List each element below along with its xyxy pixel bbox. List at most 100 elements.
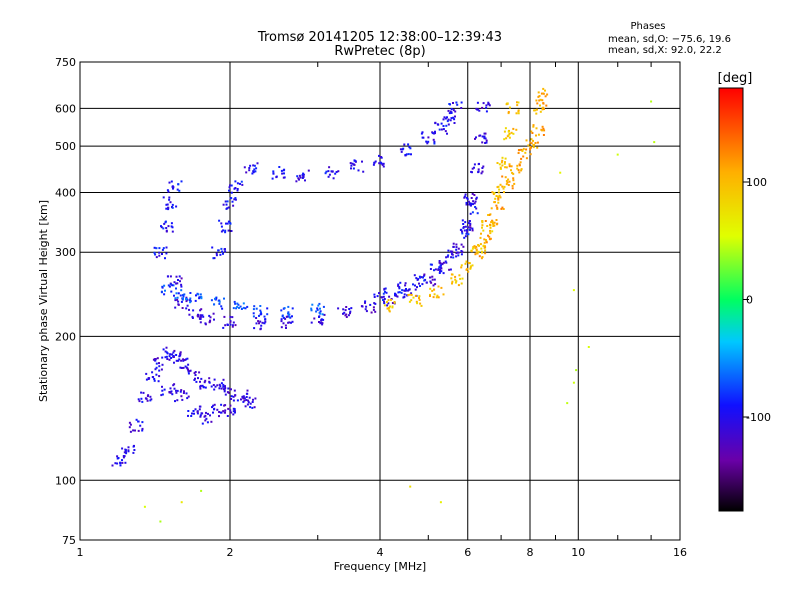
data-point [475,107,478,110]
data-point [469,202,472,205]
data-point [502,187,505,190]
data-point [440,122,443,125]
data-point [209,414,211,417]
data-point [218,219,221,222]
data-point [511,187,514,190]
data-point [461,219,464,222]
data-point [287,311,290,314]
data-point [321,323,324,326]
data-point [444,130,447,133]
data-point [450,277,453,280]
data-point [307,169,310,172]
data-point [302,173,305,176]
data-point [337,307,340,310]
data-point [225,222,227,225]
data-point [483,238,486,241]
data-point [397,283,400,286]
x-tick-label: 2 [227,546,234,559]
data-point [420,132,423,135]
data-point [536,102,539,105]
data-point [253,327,256,330]
data-point [222,326,225,329]
data-point [224,393,227,396]
data-point [650,100,653,103]
data-point [433,132,435,135]
data-point [165,351,168,354]
data-point [457,247,460,250]
data-point [282,316,285,319]
data-point [350,167,352,170]
data-point [481,226,483,229]
data-point [141,421,144,424]
data-point [121,459,123,462]
data-point [170,357,173,359]
data-point [410,153,412,156]
data-point [471,264,474,267]
data-point [240,180,243,183]
x-tick-label: 1 [77,546,84,559]
data-point [227,229,230,232]
data-point [545,104,548,107]
data-point [220,230,223,233]
data-point [158,251,161,254]
data-point [316,308,319,311]
data-point [215,297,218,300]
data-point [475,245,478,248]
data-point [243,399,246,402]
data-point [135,418,138,421]
data-point [470,170,473,173]
data-point [195,380,198,383]
data-point [304,179,306,182]
data-point [173,349,176,352]
data-point [155,247,158,250]
data-point [517,152,520,154]
data-point [536,141,539,144]
data-point [313,317,316,320]
data-point [167,190,170,193]
data-point [202,315,205,318]
data-point [477,168,480,171]
data-point [508,165,511,168]
data-point [433,269,435,272]
data-point [480,250,483,253]
data-point [206,421,209,424]
data-point [230,230,233,232]
data-point [234,324,237,327]
data-point [388,295,391,298]
data-point [455,101,458,104]
data-point [516,164,519,167]
data-point [204,322,207,325]
data-point [200,295,203,298]
data-point [327,170,330,173]
data-point [431,289,434,292]
data-point [380,296,383,299]
data-point [488,104,491,107]
data-point [145,378,148,381]
data-point [280,309,283,312]
data-point [185,298,187,301]
data-point [449,250,452,253]
data-point [178,355,181,358]
data-point [216,384,219,387]
data-point [154,359,157,362]
data-point [138,400,141,403]
data-point [223,404,226,407]
data-point [242,302,245,305]
data-point [208,321,211,324]
data-point [316,307,319,310]
data-point [466,230,469,233]
data-point [288,321,291,324]
data-point [251,406,254,409]
data-point [462,245,465,248]
data-point [418,298,421,301]
data-point [461,277,464,280]
data-point [431,278,434,281]
data-point [462,223,465,225]
data-point [141,427,144,430]
data-point [243,397,246,400]
data-point [255,322,258,325]
data-point [361,160,363,163]
data-point [532,125,535,128]
data-point [349,312,351,315]
data-point [252,170,255,173]
